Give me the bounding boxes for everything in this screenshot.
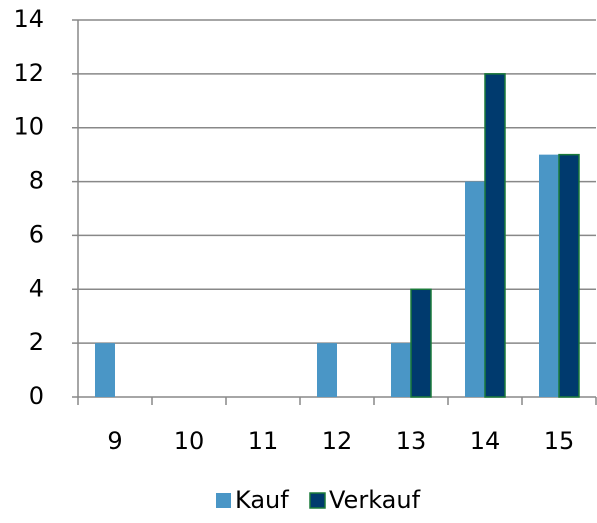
bar: [465, 181, 485, 397]
x-tick-label: 14: [470, 427, 501, 455]
x-tick-label: 9: [107, 427, 122, 455]
x-tick-label: 15: [544, 427, 575, 455]
bar: [558, 153, 580, 398]
bar: [317, 343, 337, 397]
y-tick-label: 2: [29, 328, 44, 356]
y-tick-label: 12: [13, 59, 44, 87]
legend-swatch: [309, 492, 326, 509]
y-tick-label: 4: [29, 274, 44, 302]
bar: [391, 343, 411, 397]
legend-label: Kauf: [235, 486, 289, 514]
bar: [95, 343, 115, 397]
legend-swatch: [216, 493, 231, 508]
y-tick-label: 8: [29, 167, 44, 195]
bar: [410, 288, 432, 398]
y-tick-label: 0: [29, 382, 44, 410]
bar: [539, 154, 559, 397]
bar: [484, 73, 506, 398]
legend-label: Verkauf: [329, 486, 421, 514]
x-tick-label: 10: [174, 427, 205, 455]
y-tick-label: 14: [13, 5, 44, 33]
x-tick-label: 11: [248, 427, 279, 455]
y-tick-label: 10: [13, 113, 44, 141]
y-tick-label: 6: [29, 220, 44, 248]
x-tick-label: 13: [396, 427, 427, 455]
x-tick-label: 12: [322, 427, 353, 455]
